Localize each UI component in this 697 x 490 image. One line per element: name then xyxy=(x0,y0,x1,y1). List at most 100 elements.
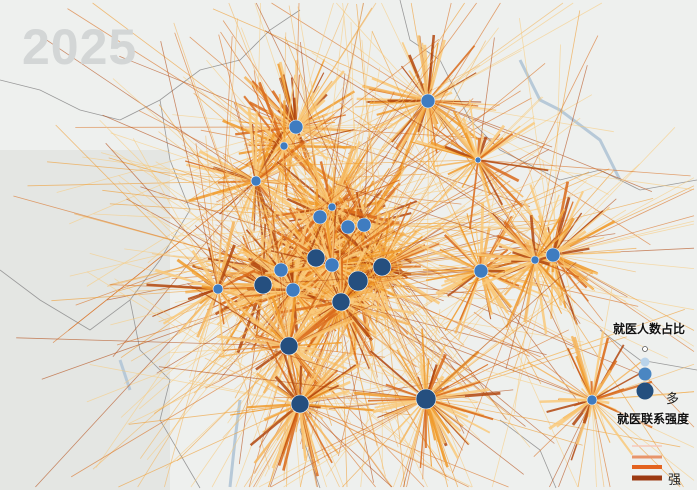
flow-line xyxy=(441,336,593,401)
flow-line xyxy=(217,269,256,291)
hospital-node xyxy=(306,248,326,268)
flow-line xyxy=(425,398,469,446)
flow-line xyxy=(426,34,436,102)
flow-line xyxy=(575,355,594,401)
flow-line xyxy=(381,239,534,268)
flow-line xyxy=(469,159,479,230)
legend-node-size xyxy=(642,346,648,352)
flow-line xyxy=(299,403,509,488)
flow-line xyxy=(283,113,336,148)
flow-line xyxy=(158,104,294,291)
flow-line xyxy=(552,254,589,302)
year-label: 2025 xyxy=(22,19,138,75)
flow-line xyxy=(302,83,333,266)
flow-line xyxy=(533,259,566,302)
flow-line xyxy=(102,114,257,182)
legend-node-size xyxy=(636,382,654,400)
flow-line xyxy=(549,399,593,488)
flow-line xyxy=(67,8,285,147)
flow-line xyxy=(340,108,451,303)
flow-line xyxy=(158,366,427,400)
hospital-nodes xyxy=(212,93,598,414)
flow-line xyxy=(283,145,288,198)
legend-marks xyxy=(632,346,662,481)
hospital-node xyxy=(250,175,262,187)
flow-line xyxy=(216,335,290,348)
hospital-node xyxy=(530,255,540,265)
flow-line xyxy=(254,130,265,182)
flow-line xyxy=(310,366,427,400)
flow-line xyxy=(178,288,219,334)
legend-strength-high-label: 强 xyxy=(668,473,682,488)
flow-line xyxy=(533,277,593,401)
flow-line xyxy=(590,369,612,401)
district-boundary xyxy=(0,269,131,331)
flow-line xyxy=(331,203,408,266)
district-boundary xyxy=(499,419,557,489)
flow-line xyxy=(244,143,301,405)
flow-line xyxy=(410,141,479,161)
flow-line xyxy=(283,398,427,488)
hospital-node xyxy=(331,292,351,312)
flow-line xyxy=(340,295,407,303)
flow-line xyxy=(505,259,536,370)
flow-line xyxy=(434,159,479,167)
flow-line xyxy=(477,159,518,216)
flow-line xyxy=(591,388,625,401)
flow-line xyxy=(462,117,480,161)
flow-line xyxy=(331,106,387,208)
flow-line xyxy=(270,398,427,488)
flow-line xyxy=(381,243,440,268)
flow-line xyxy=(187,283,290,347)
flow-line xyxy=(110,132,333,208)
flow-line xyxy=(217,286,260,290)
flow-line xyxy=(552,190,584,256)
flow-line xyxy=(425,398,524,475)
hospital-node xyxy=(473,263,489,279)
flow-line xyxy=(16,337,290,347)
legend-node-size xyxy=(638,367,652,381)
flow-line xyxy=(299,403,393,488)
flow-line xyxy=(266,341,301,405)
hospital-node xyxy=(324,257,340,273)
flow-line xyxy=(480,270,579,488)
flow-line xyxy=(381,2,429,102)
flow-line xyxy=(331,73,346,208)
flow-line xyxy=(591,399,597,488)
flow-line xyxy=(331,198,490,266)
flow-line xyxy=(95,288,219,468)
flow-line xyxy=(481,369,593,401)
flow-line xyxy=(533,399,593,457)
flow-line xyxy=(280,32,287,271)
flow-line xyxy=(476,124,506,161)
flow-line xyxy=(288,233,395,347)
flow-line xyxy=(82,156,257,182)
hospital-node xyxy=(290,394,310,414)
flow-line xyxy=(447,159,479,176)
flow-line xyxy=(267,209,290,347)
flow-line xyxy=(357,259,536,286)
flow-line xyxy=(425,284,570,400)
flow-line xyxy=(217,161,372,290)
flow-line xyxy=(198,288,219,343)
hospital-node xyxy=(420,93,436,109)
flow-line xyxy=(292,237,342,303)
hospital-node xyxy=(273,262,289,278)
flow-line xyxy=(425,315,482,400)
flow-line xyxy=(552,220,695,256)
flow-line xyxy=(347,27,499,228)
flow-line xyxy=(280,213,316,271)
flow-line xyxy=(205,135,219,290)
mountain-area xyxy=(0,150,170,490)
flow-line xyxy=(333,325,427,400)
flow-line xyxy=(254,2,297,128)
flow-line xyxy=(330,181,427,400)
flow-line xyxy=(314,398,427,454)
hospital-node xyxy=(285,282,301,298)
flow-line xyxy=(297,6,333,208)
flow-line xyxy=(216,221,236,290)
flow-line xyxy=(288,345,393,488)
flow-line xyxy=(591,399,695,481)
hospital-node xyxy=(312,209,328,225)
